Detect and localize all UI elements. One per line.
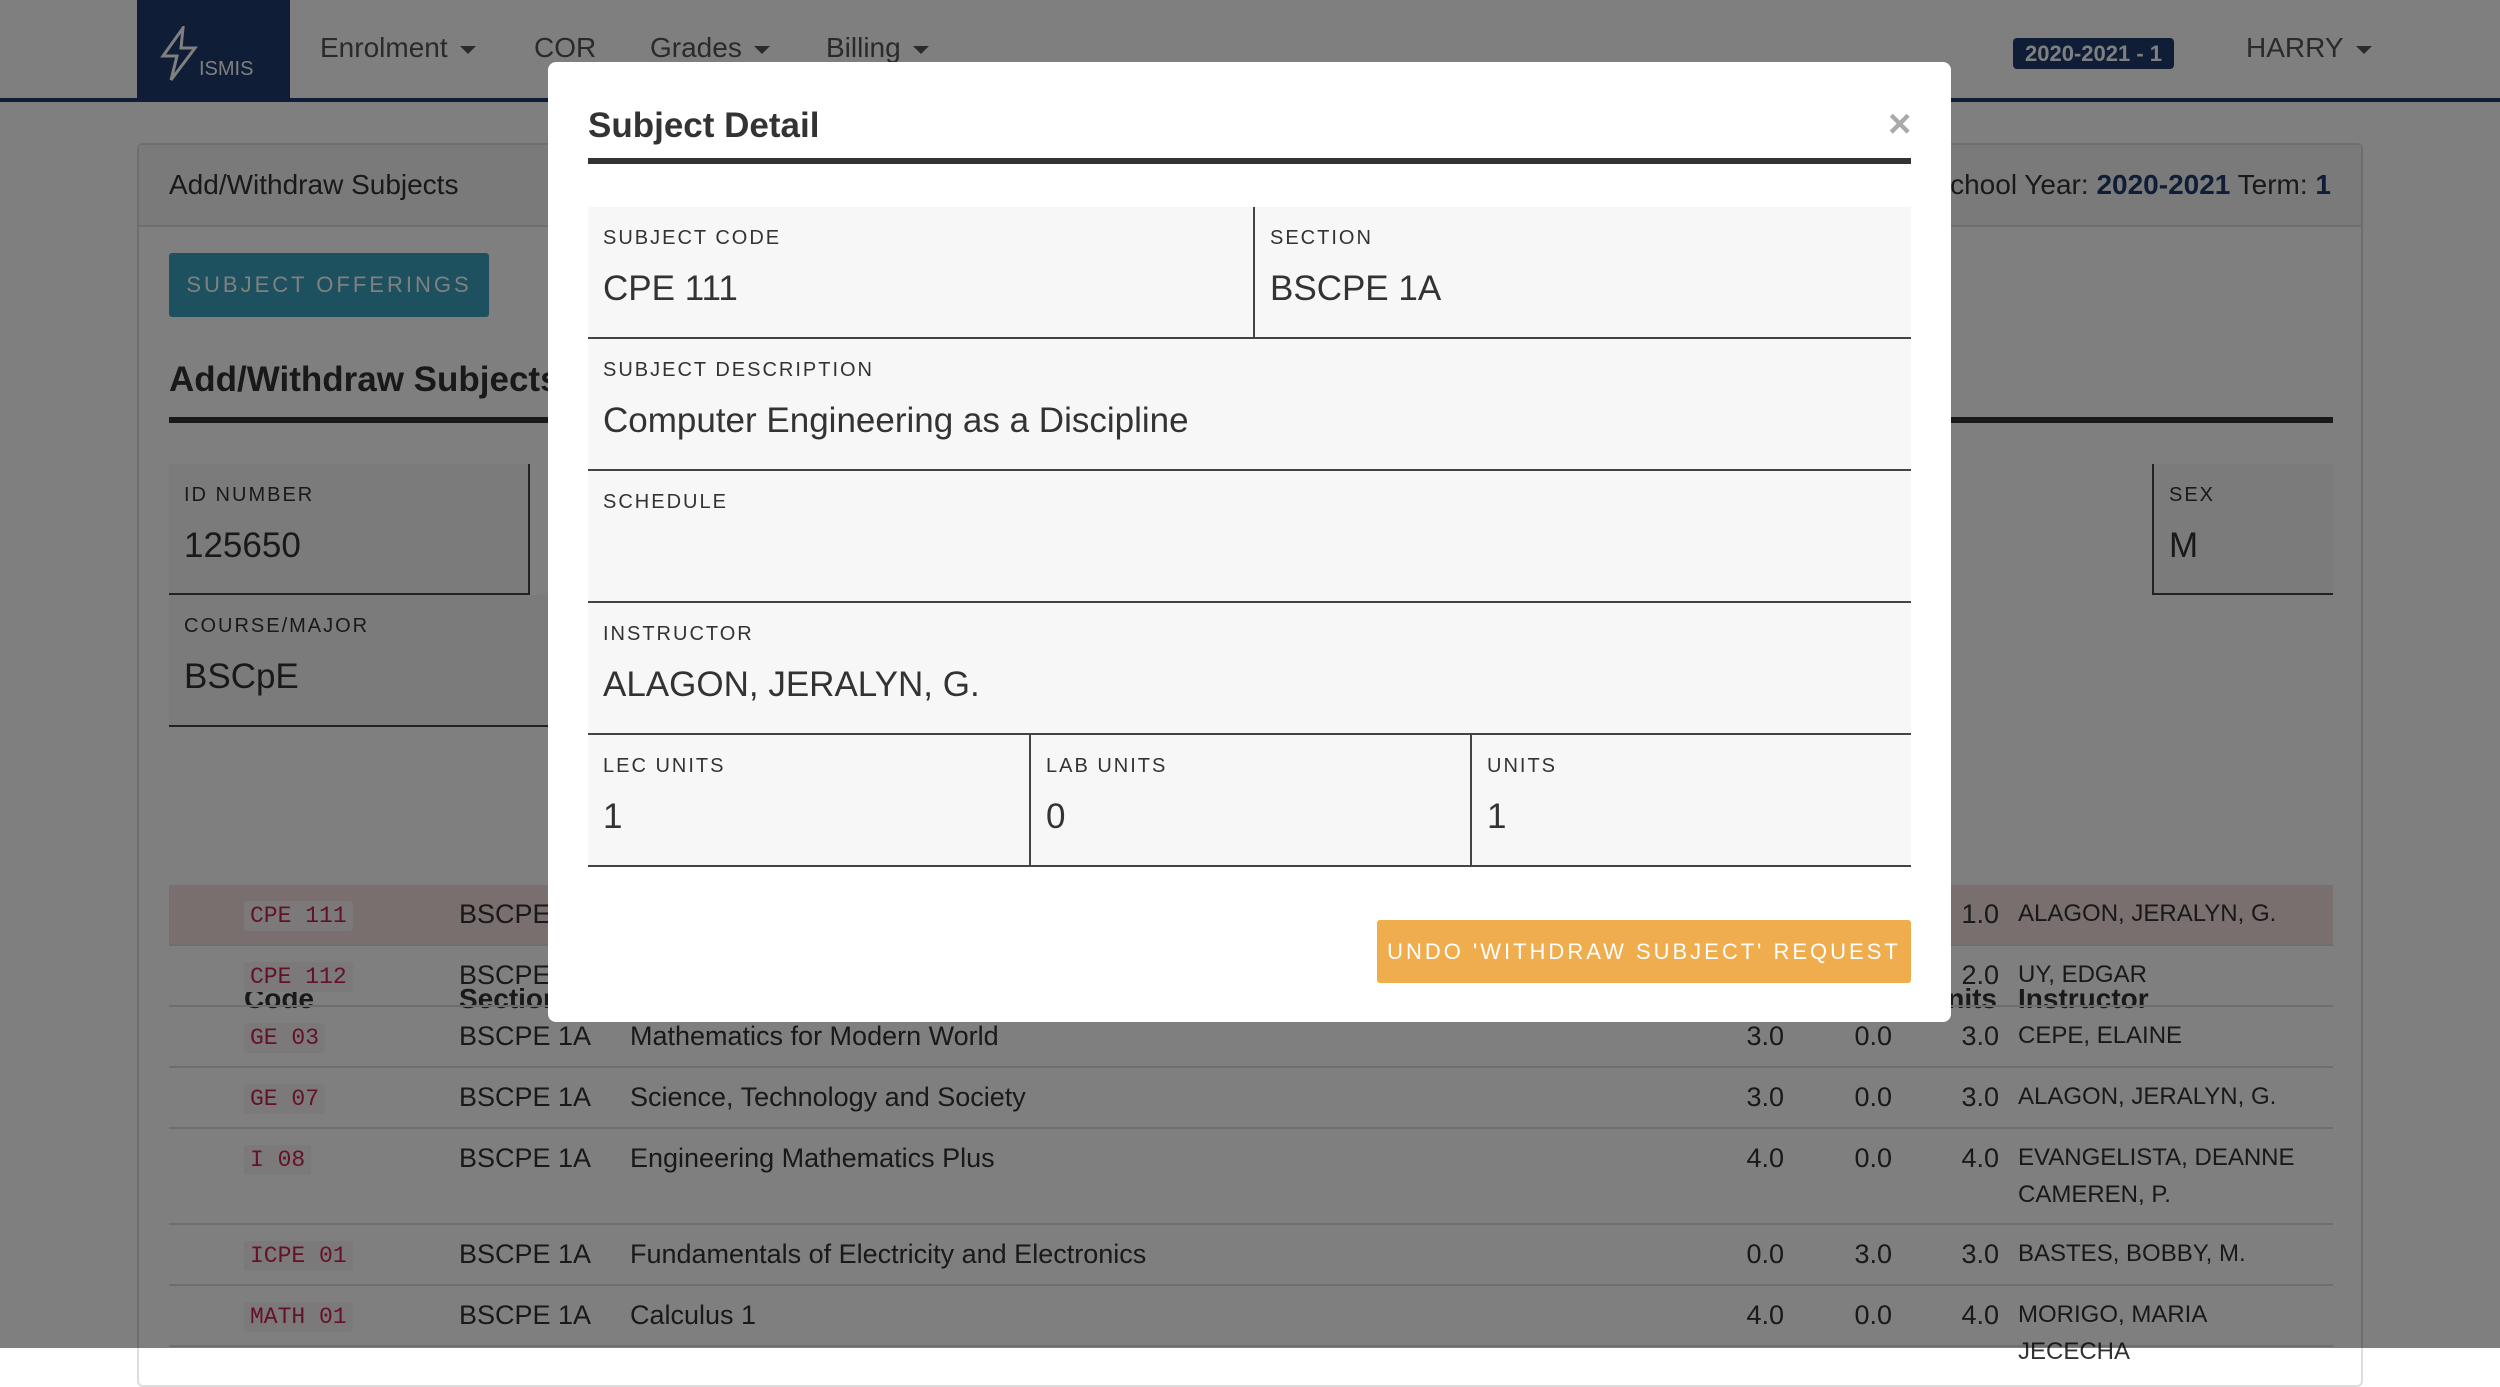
- undo-button[interactable]: UNDO 'WITHDRAW SUBJECT' REQUEST: [1377, 920, 1911, 983]
- detail-field: LAB UNITS 0: [1029, 735, 1470, 867]
- detail-field: INSTRUCTOR ALAGON, JERALYN, G.: [588, 603, 1911, 735]
- detail-field: SCHEDULE: [588, 471, 1911, 603]
- field-label: UNITS: [1487, 755, 1557, 777]
- field-value: CPE 111: [603, 269, 738, 308]
- field-label: SUBJECT DESCRIPTION: [603, 359, 874, 381]
- detail-field: UNITS 1: [1470, 735, 1911, 867]
- detail-field: SECTION BSCPE 1A: [1253, 207, 1911, 339]
- field-label: SECTION: [1270, 227, 1373, 249]
- field-value: 0: [1046, 797, 1066, 836]
- field-label: LEC UNITS: [603, 755, 726, 777]
- field-value: 1: [603, 797, 623, 836]
- field-value: Computer Engineering as a Discipline: [603, 401, 1189, 440]
- modal-title: Subject Detail: [588, 106, 820, 145]
- page: ISMIS 2020-2021 - 1 HARRY EnrolmentCORGr…: [0, 0, 2500, 1348]
- close-button[interactable]: ×: [1888, 102, 1912, 146]
- field-label: LAB UNITS: [1046, 755, 1168, 777]
- detail-field: LEC UNITS 1: [588, 735, 1029, 867]
- field-label: SUBJECT CODE: [603, 227, 782, 249]
- field-value: ALAGON, JERALYN, G.: [603, 665, 980, 704]
- field-label: SCHEDULE: [603, 491, 728, 513]
- detail-field: SUBJECT CODE CPE 111: [588, 207, 1253, 339]
- field-value: BSCPE 1A: [1270, 269, 1442, 308]
- detail-field: SUBJECT DESCRIPTION Computer Engineering …: [588, 339, 1911, 471]
- field-value: 1: [1487, 797, 1507, 836]
- field-label: INSTRUCTOR: [603, 623, 754, 645]
- modal: Subject Detail × UNDO 'WITHDRAW SUBJECT'…: [548, 62, 1951, 1022]
- rule: [588, 158, 1911, 164]
